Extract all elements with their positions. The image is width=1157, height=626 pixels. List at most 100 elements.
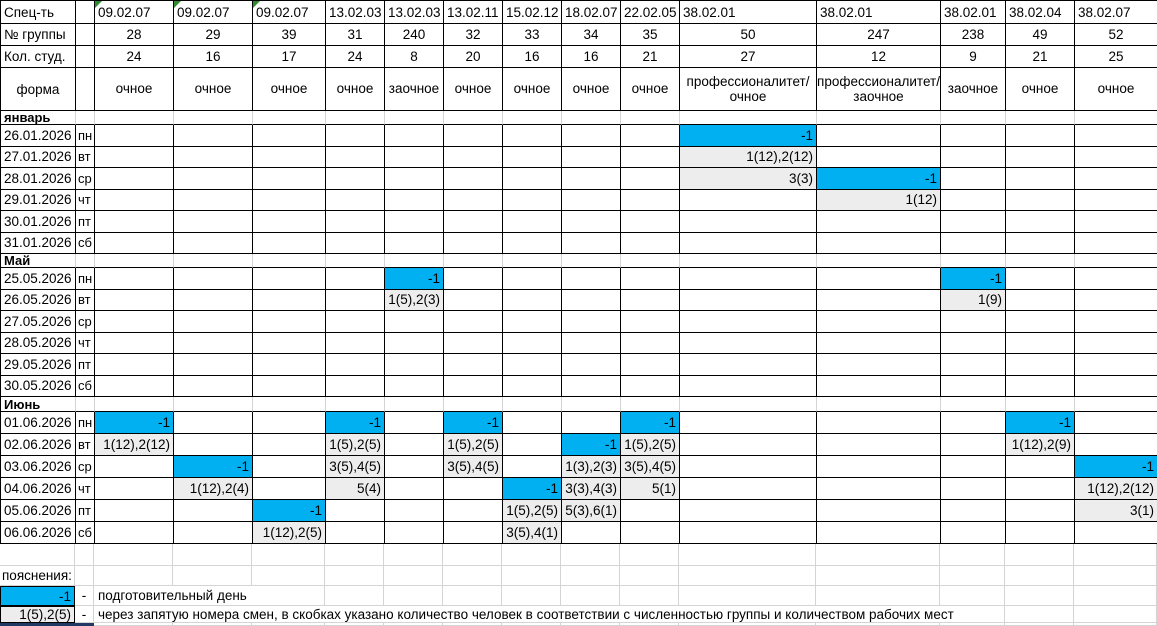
schedule-cell[interactable] bbox=[562, 189, 621, 211]
schedule-cell[interactable] bbox=[326, 289, 385, 311]
date-cell[interactable]: 30.01.2026 bbox=[1, 211, 76, 233]
spec-code-header[interactable]: 13.02.03 bbox=[385, 1, 444, 24]
grid-cell[interactable] bbox=[679, 566, 816, 586]
month-label[interactable]: Май bbox=[1, 254, 76, 268]
shift-assignment-cell[interactable]: 5(1) bbox=[621, 478, 680, 500]
form-cell[interactable]: очное bbox=[326, 68, 385, 111]
schedule-cell[interactable] bbox=[444, 311, 503, 333]
prep-day-cell[interactable]: -1 bbox=[1006, 412, 1075, 434]
schedule-cell[interactable] bbox=[1006, 211, 1075, 233]
grid-cell[interactable] bbox=[940, 544, 1005, 566]
legend-prep-day-sample[interactable]: -1 bbox=[0, 586, 75, 606]
grid-cell[interactable] bbox=[1074, 606, 1157, 623]
schedule-cell[interactable] bbox=[174, 146, 253, 168]
schedule-cell[interactable] bbox=[817, 311, 941, 333]
schedule-cell[interactable] bbox=[444, 189, 503, 211]
student-count-cell[interactable]: 21 bbox=[1006, 46, 1075, 68]
spec-code-header[interactable]: 38.02.01 bbox=[680, 1, 817, 24]
spreadsheet-cell[interactable] bbox=[941, 111, 1006, 125]
spreadsheet-cell[interactable] bbox=[76, 46, 95, 68]
schedule-cell[interactable] bbox=[253, 289, 326, 311]
form-cell[interactable]: очное bbox=[174, 68, 253, 111]
prep-day-cell[interactable]: -1 bbox=[253, 500, 326, 522]
weekday-cell[interactable]: ср bbox=[76, 456, 95, 478]
schedule-cell[interactable] bbox=[680, 478, 817, 500]
prep-day-cell[interactable]: -1 bbox=[385, 268, 444, 290]
prep-day-cell[interactable]: -1 bbox=[1075, 456, 1157, 478]
spec-code-header[interactable]: 13.02.03 bbox=[326, 1, 385, 24]
spreadsheet-cell[interactable] bbox=[444, 397, 503, 412]
form-cell[interactable]: профессионалитет/очное bbox=[680, 68, 817, 111]
schedule-cell[interactable] bbox=[326, 168, 385, 190]
date-cell[interactable]: 27.05.2026 bbox=[1, 311, 76, 333]
spreadsheet-cell[interactable] bbox=[253, 254, 326, 268]
schedule-cell[interactable] bbox=[253, 375, 326, 397]
spreadsheet-cell[interactable] bbox=[385, 254, 444, 268]
schedule-cell[interactable] bbox=[444, 354, 503, 376]
grid-cell[interactable] bbox=[940, 586, 1005, 606]
group-number-cell[interactable]: 33 bbox=[503, 24, 562, 46]
schedule-cell[interactable] bbox=[503, 375, 562, 397]
schedule-cell[interactable] bbox=[385, 332, 444, 354]
schedule-cell[interactable] bbox=[95, 211, 174, 233]
schedule-cell[interactable] bbox=[1075, 125, 1157, 147]
shift-assignment-cell[interactable]: 1(12),2(9) bbox=[1006, 434, 1075, 456]
schedule-cell[interactable] bbox=[562, 522, 621, 544]
schedule-cell[interactable] bbox=[941, 146, 1006, 168]
schedule-cell[interactable] bbox=[174, 189, 253, 211]
shift-assignment-cell[interactable]: 1(12),2(12) bbox=[95, 434, 174, 456]
schedule-cell[interactable] bbox=[680, 375, 817, 397]
grid-cell[interactable] bbox=[561, 544, 620, 566]
schedule-cell[interactable] bbox=[385, 311, 444, 333]
spec-code-header[interactable]: 38.02.01 bbox=[817, 1, 941, 24]
schedule-cell[interactable] bbox=[1006, 456, 1075, 478]
row-label-group[interactable]: № группы bbox=[1, 24, 76, 46]
schedule-cell[interactable] bbox=[503, 189, 562, 211]
date-cell[interactable]: 31.01.2026 bbox=[1, 232, 76, 254]
row-label-form[interactable]: форма bbox=[1, 68, 76, 111]
grid-cell[interactable] bbox=[502, 586, 561, 606]
spreadsheet-cell[interactable] bbox=[680, 397, 817, 412]
student-count-cell[interactable]: 8 bbox=[385, 46, 444, 68]
schedule-cell[interactable] bbox=[503, 232, 562, 254]
schedule-cell[interactable] bbox=[253, 478, 326, 500]
student-count-cell[interactable]: 25 bbox=[1075, 46, 1157, 68]
schedule-cell[interactable] bbox=[174, 412, 253, 434]
schedule-cell[interactable] bbox=[326, 189, 385, 211]
grid-cell[interactable] bbox=[620, 586, 679, 606]
schedule-cell[interactable] bbox=[503, 412, 562, 434]
group-number-cell[interactable]: 32 bbox=[444, 24, 503, 46]
schedule-cell[interactable] bbox=[326, 211, 385, 233]
schedule-cell[interactable] bbox=[941, 456, 1006, 478]
prep-day-cell[interactable]: -1 bbox=[174, 456, 253, 478]
schedule-cell[interactable] bbox=[95, 146, 174, 168]
schedule-cell[interactable] bbox=[1006, 478, 1075, 500]
spreadsheet-cell[interactable] bbox=[621, 254, 680, 268]
grid-cell[interactable] bbox=[679, 544, 816, 566]
spreadsheet-cell[interactable] bbox=[174, 254, 253, 268]
schedule-cell[interactable] bbox=[95, 500, 174, 522]
grid-cell[interactable] bbox=[325, 544, 384, 566]
schedule-cell[interactable] bbox=[503, 311, 562, 333]
spreadsheet-cell[interactable] bbox=[75, 566, 94, 586]
grid-cell[interactable] bbox=[325, 566, 384, 586]
schedule-cell[interactable] bbox=[385, 189, 444, 211]
schedule-cell[interactable] bbox=[503, 456, 562, 478]
grid-cell[interactable] bbox=[252, 544, 325, 566]
schedule-cell[interactable] bbox=[680, 522, 817, 544]
prep-day-cell[interactable]: -1 bbox=[444, 412, 503, 434]
schedule-cell[interactable] bbox=[174, 354, 253, 376]
schedule-cell[interactable] bbox=[1075, 376, 1157, 397]
grid-cell[interactable] bbox=[816, 566, 940, 586]
prep-day-cell[interactable]: -1 bbox=[562, 434, 621, 456]
schedule-cell[interactable] bbox=[326, 332, 385, 354]
spreadsheet-cell[interactable] bbox=[76, 397, 95, 412]
schedule-cell[interactable] bbox=[174, 332, 253, 354]
spreadsheet-cell[interactable] bbox=[1075, 254, 1157, 268]
schedule-cell[interactable] bbox=[444, 268, 503, 290]
schedule-cell[interactable] bbox=[941, 500, 1006, 522]
schedule-cell[interactable] bbox=[503, 211, 562, 233]
spreadsheet-cell[interactable] bbox=[817, 254, 941, 268]
schedule-cell[interactable] bbox=[562, 375, 621, 397]
grid-cell[interactable] bbox=[1005, 586, 1074, 606]
